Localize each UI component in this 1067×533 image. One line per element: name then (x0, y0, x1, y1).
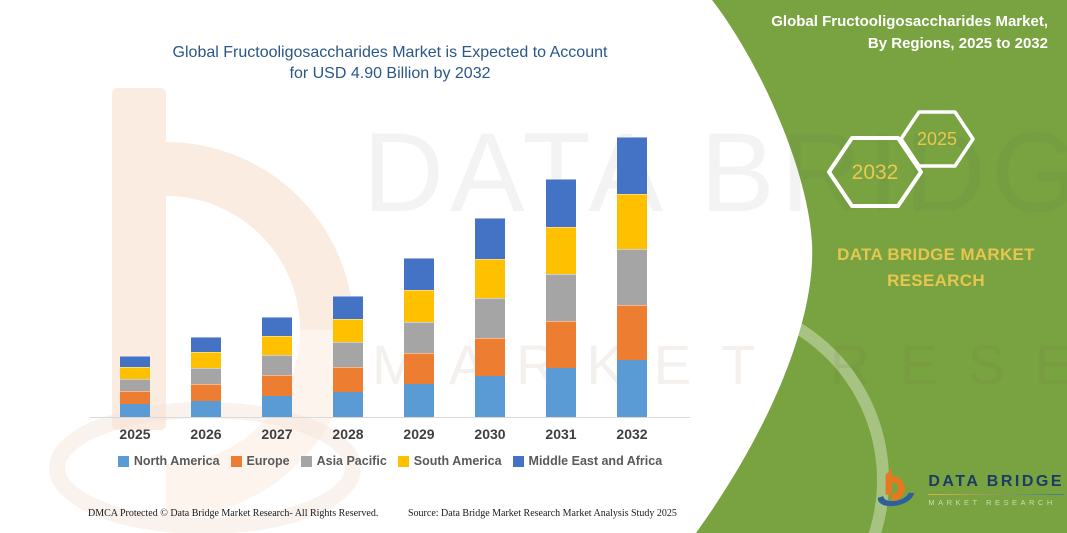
legend-item: South America (397, 454, 502, 468)
bar-segment (333, 318, 363, 342)
bar-segment (404, 353, 434, 385)
bar-segment (333, 341, 363, 368)
x-axis-label: 2032 (616, 426, 648, 442)
legend-swatch (117, 455, 129, 467)
bar-segment (617, 137, 647, 195)
bar-segment (333, 295, 363, 319)
bar-segment (617, 360, 647, 417)
bar-segment (120, 391, 150, 404)
legend-item: North America (117, 454, 220, 468)
chart-title-line1: Global Fructooligosaccharides Market is … (172, 44, 608, 61)
legend-swatch (230, 455, 242, 467)
b-logo-icon (877, 469, 915, 507)
bar-segment (120, 403, 150, 417)
bar-2025 (120, 356, 150, 417)
bar-segment (404, 258, 434, 290)
footer-copyright: DMCA Protected © Data Bridge Market Rese… (88, 508, 379, 519)
logo-name-text: DATA BRIDGE (928, 473, 1064, 495)
legend-label: Asia Pacific (316, 454, 387, 468)
year-hexagon-badges: 2032 2025 (827, 110, 975, 208)
bar-segment (475, 376, 505, 417)
bar-segment (546, 273, 576, 321)
bar-segment (191, 401, 221, 417)
legend-label: Middle East and Africa (528, 454, 663, 468)
legend-swatch (397, 455, 409, 467)
bar-segment (262, 375, 292, 396)
bar-segment (475, 259, 505, 298)
legend-swatch (512, 455, 524, 467)
hexagon-2025 (899, 110, 975, 168)
bar-segment (262, 317, 292, 336)
bar-segment (404, 289, 434, 322)
bar-segment (617, 305, 647, 361)
x-axis-label: 2030 (474, 426, 506, 442)
bar-segment (546, 367, 576, 417)
company-logo: DATA BRIDGE MARKET RESEARCH (874, 452, 1064, 528)
bar-segment (120, 356, 150, 368)
legend-label: South America (413, 454, 502, 468)
chart-title-line2: for USD 4.90 Billion by 2032 (289, 65, 491, 82)
bar-segment (120, 367, 150, 379)
x-axis-labels: 2025 2026 2027 2028 2029 2030 2031 2032 (90, 426, 690, 446)
bar-segment (546, 321, 576, 368)
hexagon-2032 (827, 136, 923, 208)
footer-source: Source: Data Bridge Market Research Mark… (408, 508, 677, 519)
legend-swatch (300, 455, 312, 467)
watermark-text-big: DATA BRIDGE (363, 110, 1067, 235)
bar-2031 (546, 179, 576, 417)
bar-2027 (262, 317, 292, 417)
bar-segment (262, 355, 292, 376)
bar-segment (120, 378, 150, 392)
legend-item: Asia Pacific (300, 454, 387, 468)
bar-segment (262, 395, 292, 417)
bar-segment (191, 336, 221, 352)
legend-item: Europe (230, 454, 290, 468)
hexagon-2025-label: 2025 (917, 129, 957, 149)
bar-2029 (404, 258, 434, 417)
bar-segment (191, 351, 221, 368)
bar-segment (333, 392, 363, 417)
bar-segment (546, 227, 576, 274)
bar-segment (617, 249, 647, 305)
brand-caption-line2: RESEARCH (887, 270, 985, 290)
bar-segment (191, 384, 221, 401)
legend-label: Europe (246, 454, 290, 468)
brand-caption: DATA BRIDGE MARKET RESEARCH (812, 242, 1060, 293)
x-axis-label: 2027 (261, 426, 293, 442)
bar-segment (404, 321, 434, 353)
legend-label: North America (133, 454, 220, 468)
panel-title: Global Fructooligosaccharides Market, By… (708, 11, 1048, 55)
bar-2026 (191, 336, 221, 417)
panel-title-line2: By Regions, 2025 to 2032 (867, 35, 1048, 53)
x-axis-label: 2026 (190, 426, 222, 442)
chart-title: Global Fructooligosaccharides Market is … (88, 42, 692, 84)
bar-segment (333, 367, 363, 393)
legend-item: Middle East and Africa (512, 454, 663, 468)
bar-segment (191, 367, 221, 385)
x-axis-label: 2029 (403, 426, 435, 442)
bar-segment (475, 297, 505, 338)
decorative-circle (521, 296, 889, 533)
bar-2028 (333, 295, 363, 417)
stacked-bar-chart (90, 130, 690, 418)
bar-2032 (617, 137, 647, 417)
x-axis-label: 2025 (119, 426, 151, 442)
hexagon-2032-label: 2032 (852, 161, 899, 184)
bar-segment (262, 335, 292, 356)
x-axis-label: 2031 (545, 426, 577, 442)
bar-segment (617, 194, 647, 249)
bar-segment (546, 179, 576, 228)
chart-legend: North America Europe Asia Pacific South Ame… (90, 454, 690, 468)
brand-caption-line1: DATA BRIDGE MARKET (837, 245, 1035, 264)
bar-2030 (475, 218, 505, 417)
bar-segment (475, 218, 505, 260)
panel-title-line1: Global Fructooligosaccharides Market, (771, 13, 1048, 30)
bar-segment (475, 337, 505, 377)
x-axis-label: 2028 (332, 426, 364, 442)
logo-sub-text: MARKET RESEARCH (928, 498, 1056, 507)
bar-segment (404, 384, 434, 417)
